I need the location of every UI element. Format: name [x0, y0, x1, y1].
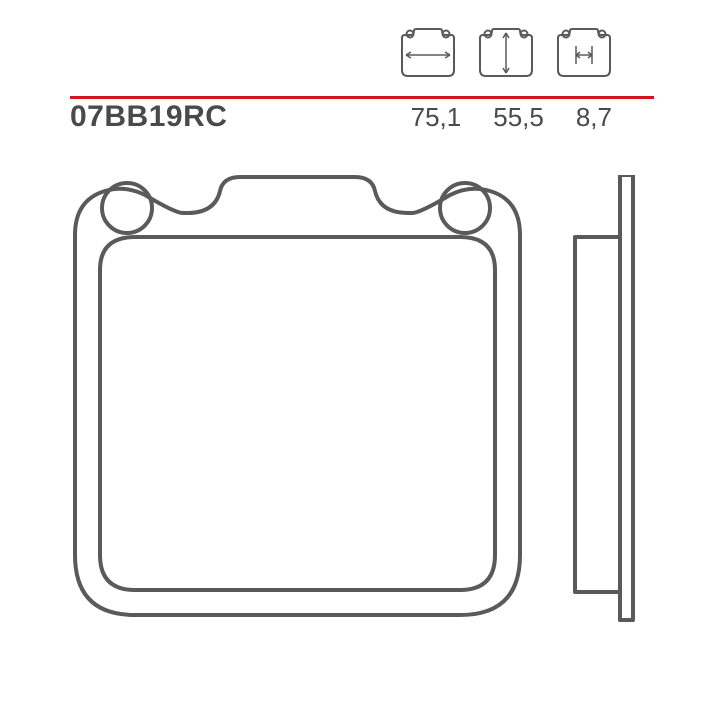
width-dim-icon [398, 28, 458, 83]
thickness-dim-icon [554, 28, 614, 83]
dimension-icons [398, 28, 614, 83]
part-number: 07BB19RC [70, 100, 227, 134]
info-row: 07BB19RC 75,1 55,5 8,7 [70, 100, 654, 134]
brake-pad-diagram [65, 175, 660, 650]
dim-width: 75,1 [411, 102, 462, 133]
height-dim-icon [476, 28, 536, 83]
divider-line [70, 86, 654, 89]
dim-height: 55,5 [493, 102, 544, 133]
dim-thickness: 8,7 [576, 102, 612, 133]
dimensions-group: 75,1 55,5 8,7 [411, 102, 654, 133]
